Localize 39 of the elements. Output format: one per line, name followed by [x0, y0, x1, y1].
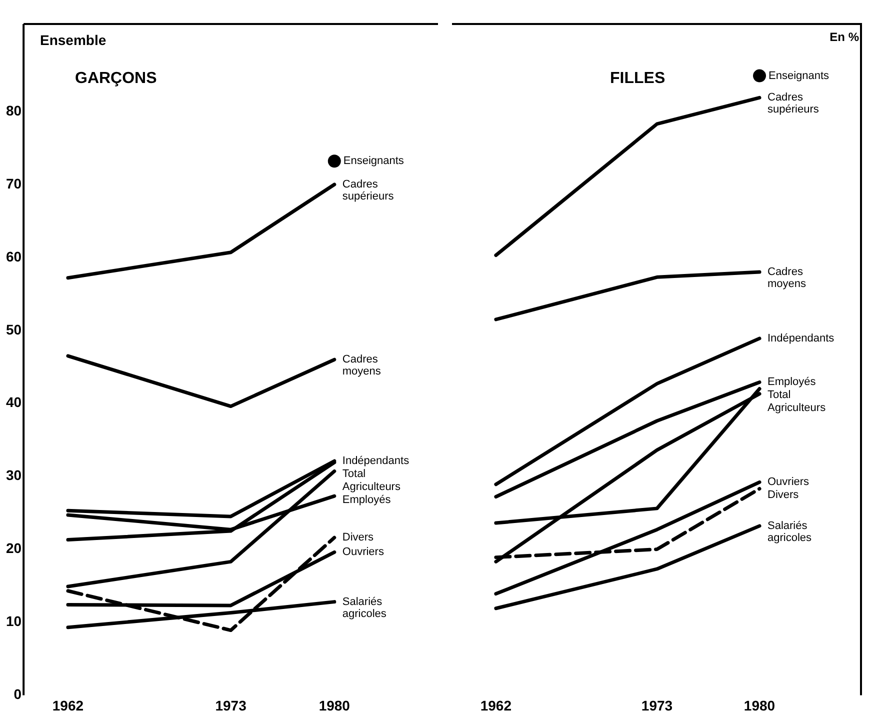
x-tick-label: 1980 [318, 697, 350, 714]
y-tick-label: 70 [6, 175, 22, 192]
series-label: Cadres moyens [342, 354, 382, 378]
series-label: Enseignants [343, 155, 404, 168]
y-tick-label: 40 [6, 394, 22, 410]
y-tick-label: 80 [6, 102, 22, 118]
text: FILLES [610, 70, 666, 88]
series-label: Ouvriers [768, 476, 810, 488]
series-label: Cadres supérieurs [342, 178, 394, 203]
series-label: Employés [342, 494, 392, 506]
series-label: Cadres moyens [768, 266, 807, 290]
annotation: Ensemble [40, 32, 106, 48]
series-label: Divers [342, 532, 374, 544]
text: GARÇONS [75, 70, 157, 88]
series-label: Enseignants [768, 70, 830, 82]
y-tick-label: 20 [6, 540, 22, 556]
series-label: Salariés agricoles [342, 596, 387, 620]
series-label: Agriculteurs [768, 402, 826, 414]
y-tick-label: 50 [6, 321, 22, 338]
y-tick-label: 30 [6, 467, 22, 484]
series-label: Total [342, 468, 366, 480]
series-label: Agriculteurs [342, 481, 401, 494]
y-tick-label: 0 [14, 686, 22, 702]
x-tick-label: 1973 [641, 697, 673, 714]
x-tick-label: 1973 [215, 697, 247, 714]
x-tick-label: 1962 [52, 697, 84, 714]
series-label: Total [768, 389, 791, 402]
series-label: Divers [768, 489, 800, 502]
annotation: En % [830, 30, 859, 44]
series-label: Ouvriers [342, 546, 384, 558]
series-label: Indépendants [768, 332, 835, 344]
series-label: Salariés agricoles [768, 520, 812, 544]
series-label: Indépendants [342, 455, 410, 468]
x-tick-label: 1980 [744, 697, 776, 714]
y-tick-label: 10 [6, 613, 22, 630]
series-label: Cadres supérieurs [768, 92, 820, 116]
x-tick-label: 1962 [480, 697, 512, 714]
series-label: Employés [768, 376, 816, 388]
y-tick-label: 60 [6, 248, 22, 264]
